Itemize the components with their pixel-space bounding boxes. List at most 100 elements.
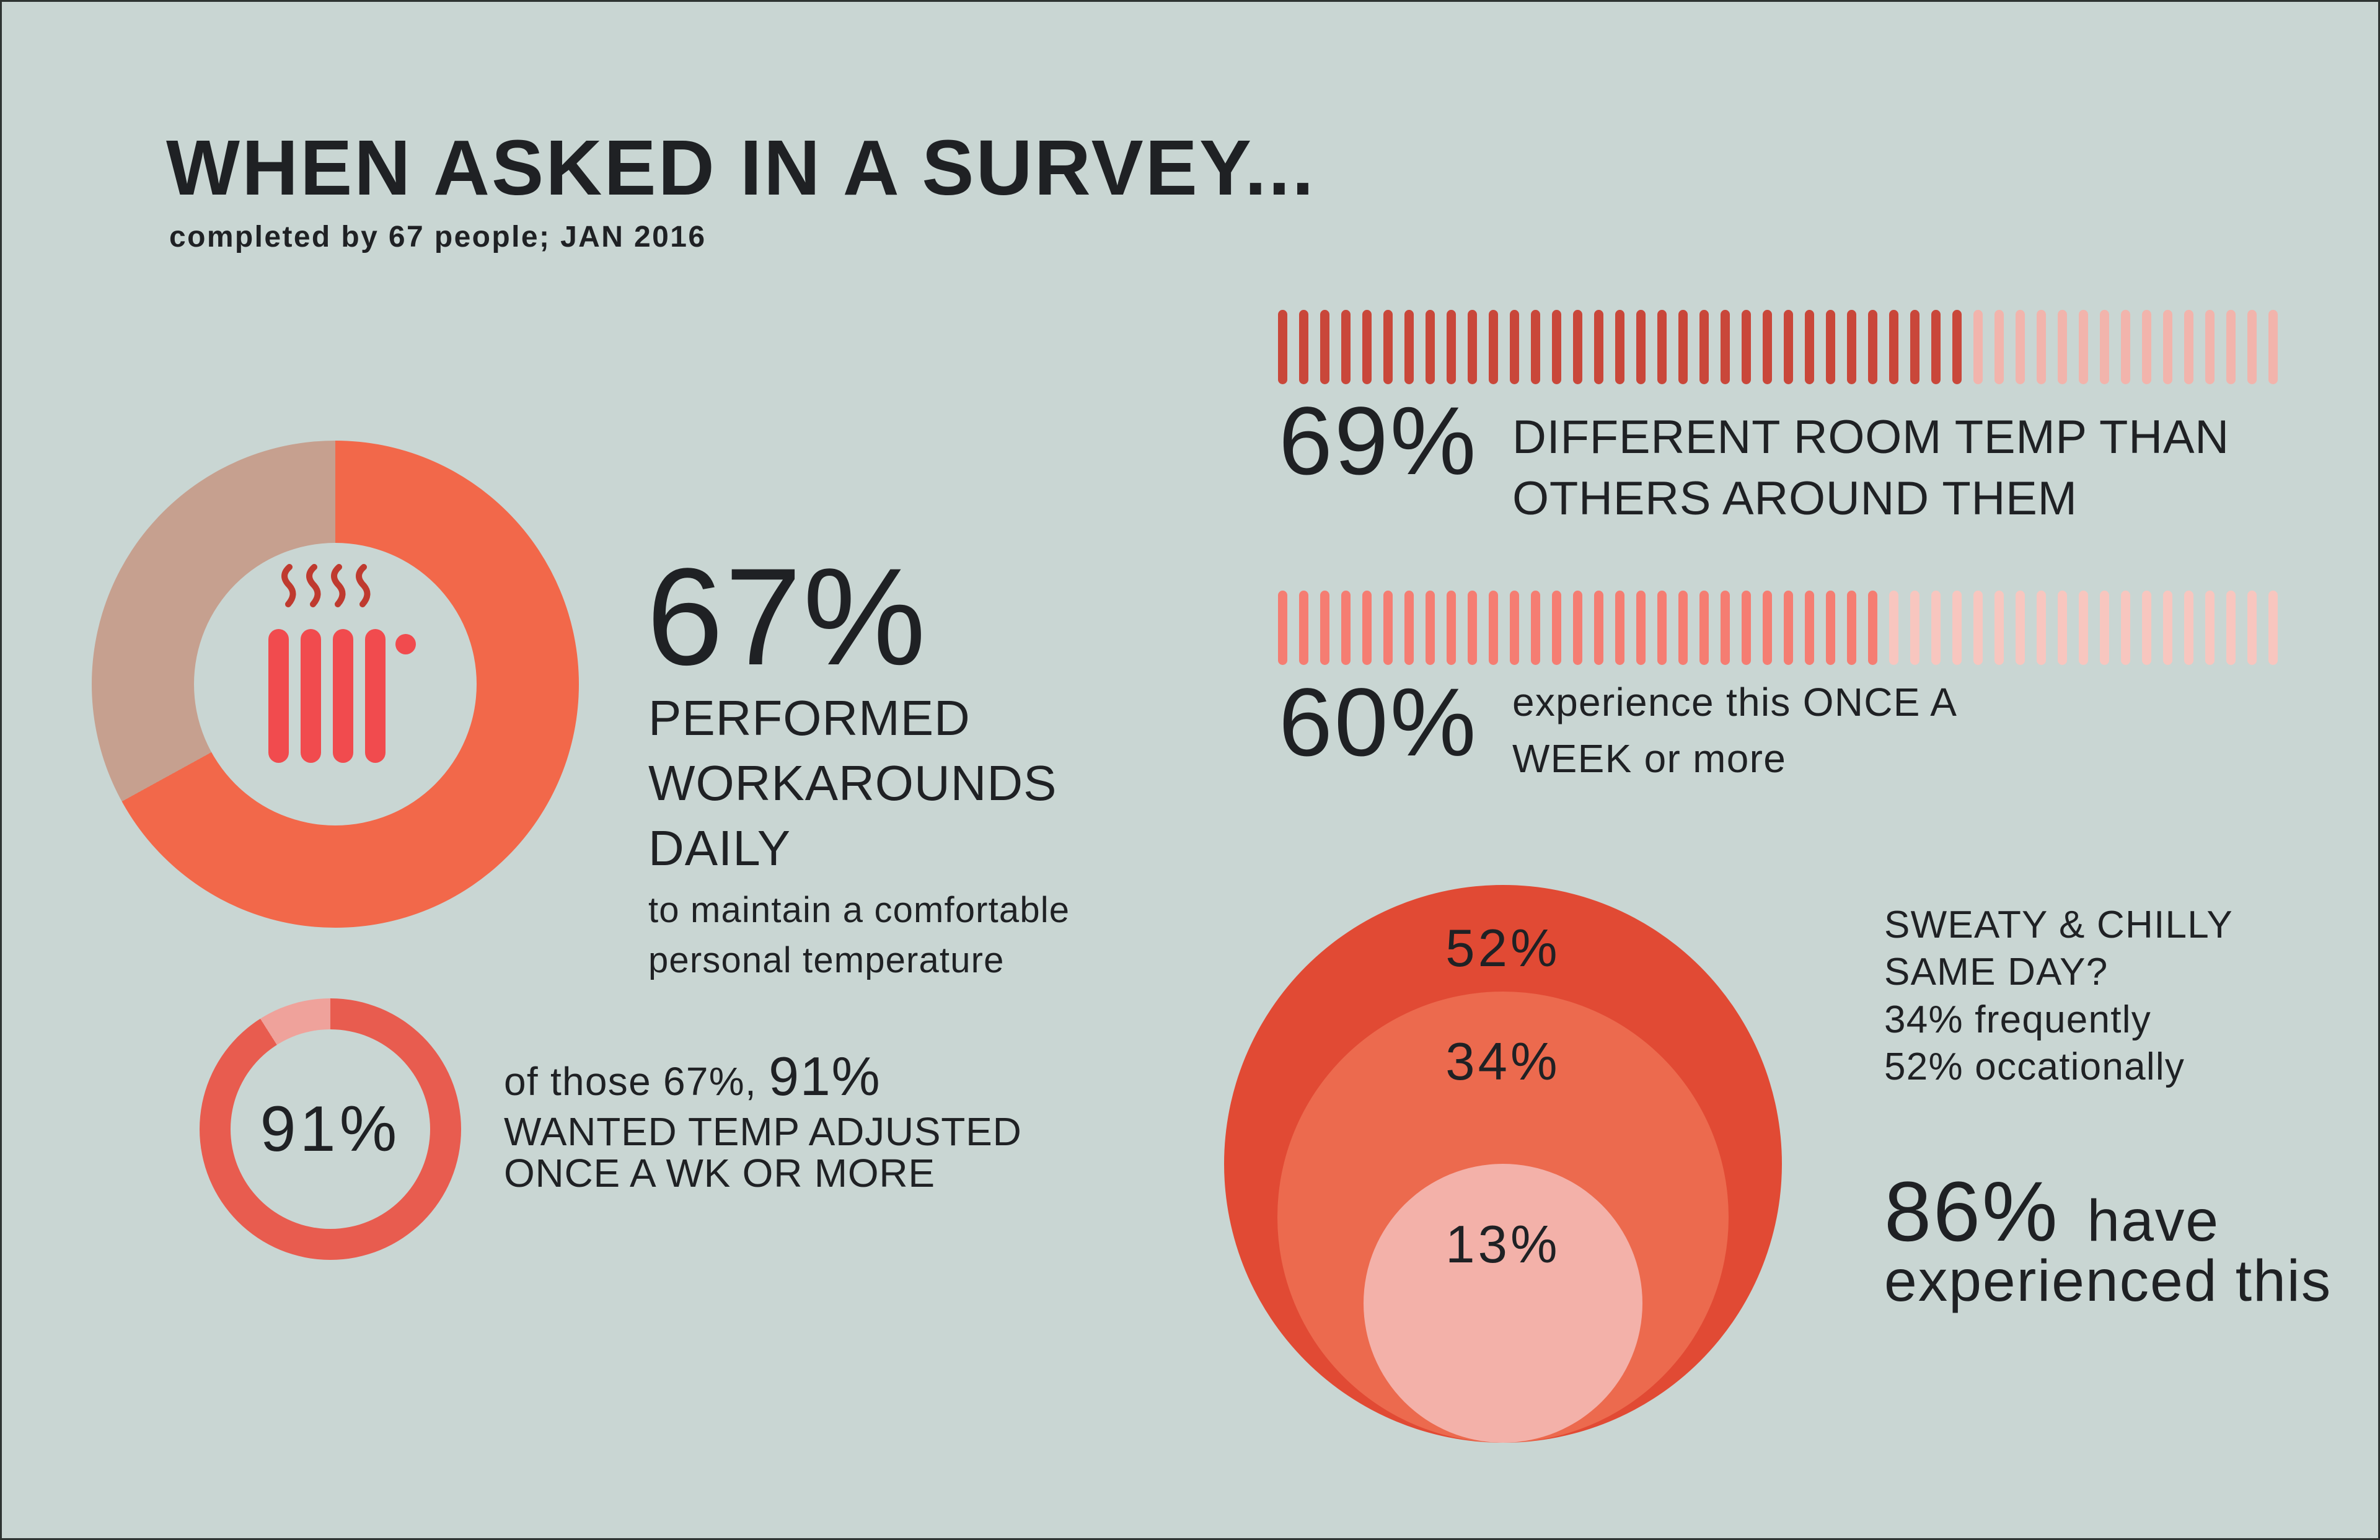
- stat-67-detail-line: personal temperature: [648, 940, 1005, 981]
- tally-tick: [1952, 310, 1962, 384]
- tally-tick: [2184, 310, 2193, 384]
- tally-tick: [1594, 591, 1603, 665]
- sweaty-chilly-line: SWEATY & CHILLY: [1884, 904, 2233, 946]
- tally-tick: [1489, 591, 1498, 665]
- stat-67-caption-line: PERFORMED: [648, 690, 971, 746]
- tally-tick: [2121, 591, 2130, 665]
- stat-86-lead: 86% have: [1884, 1169, 2219, 1254]
- tally-tick: [2016, 310, 2025, 384]
- tally-tick: [1763, 310, 1772, 384]
- tally-tick: [1447, 591, 1456, 665]
- tally-tick: [1341, 310, 1351, 384]
- tally-tick: [1826, 310, 1835, 384]
- tally-tick: [1573, 591, 1582, 665]
- stat-91-caption-line: WANTED TEMP ADJUSTED: [504, 1109, 1022, 1154]
- tally-tick: [2121, 310, 2130, 384]
- stat-69-number: 69%: [1279, 387, 1478, 495]
- stat-86-number: 86%: [1884, 1164, 2060, 1259]
- tally-tick: [1721, 591, 1730, 665]
- tally-tick: [1489, 310, 1498, 384]
- tally-tick: [2268, 591, 2278, 665]
- stat-69-caption: DIFFERENT ROOM TEMP THAN OTHERS AROUND T…: [1512, 407, 2229, 530]
- heat-wave-icon: [281, 564, 296, 607]
- sweaty-chilly-caption: SWEATY & CHILLY SAME DAY? 34% frequently…: [1884, 902, 2233, 1091]
- donut-91-hole: 91%: [231, 1029, 430, 1229]
- tally-tick: [1299, 591, 1308, 665]
- tally-tick: [1426, 310, 1435, 384]
- stat-67-number: 67%: [646, 540, 928, 694]
- tally-tick: [1552, 591, 1561, 665]
- tally-tick: [2142, 591, 2151, 665]
- stat-60-number: 60%: [1279, 669, 1478, 777]
- nested-circle-label: 13%: [1445, 1215, 1561, 1274]
- tally-tick: [1678, 310, 1688, 384]
- tally-tick: [1973, 310, 1983, 384]
- tally-tick: [2079, 591, 2088, 665]
- radiator-bar: [333, 629, 353, 763]
- tally-tick: [2226, 591, 2236, 665]
- tally-tick: [2184, 591, 2193, 665]
- tally-tick: [2100, 310, 2109, 384]
- tally-tick: [1657, 591, 1667, 665]
- tally-tick: [1868, 591, 1877, 665]
- tally-tick: [1973, 591, 1983, 665]
- tally-tick: [1299, 310, 1308, 384]
- tally-tick: [1699, 310, 1709, 384]
- stat-69-caption-line: DIFFERENT ROOM TEMP THAN: [1512, 411, 2229, 464]
- stat-86-line2: experienced this: [1884, 1248, 2332, 1314]
- tally-tick: [1636, 591, 1646, 665]
- tally-tick: [1826, 591, 1835, 665]
- stat-67-caption-line: DAILY: [648, 820, 791, 876]
- tally-tick: [1278, 310, 1287, 384]
- tally-tick: [2205, 591, 2215, 665]
- tally-tick: [1784, 310, 1793, 384]
- tally-tick: [1721, 310, 1730, 384]
- heat-wave-icon: [331, 564, 346, 607]
- tally-tick: [2163, 310, 2172, 384]
- tally-tick: [1383, 591, 1393, 665]
- tally-tick: [1531, 310, 1540, 384]
- sweaty-chilly-line: 34% frequently: [1884, 998, 2151, 1041]
- tally-tick: [1531, 591, 1540, 665]
- stat-67-detail-line: to maintain a comfortable: [648, 890, 1070, 930]
- tally-tick: [1763, 591, 1772, 665]
- radiator-bar: [268, 629, 289, 763]
- tally-tick: [1341, 591, 1351, 665]
- stat-67-caption-line: WORKAROUNDS: [648, 755, 1057, 811]
- tally-tick: [1742, 310, 1751, 384]
- tally-tick: [1362, 310, 1372, 384]
- stat-91-lead-number: 91%: [769, 1045, 881, 1107]
- tally-tick: [2142, 310, 2151, 384]
- tally-tick: [2247, 591, 2257, 665]
- tally-tick: [1910, 310, 1919, 384]
- tally-tick: [2226, 310, 2236, 384]
- tally-tick: [1678, 591, 1688, 665]
- tally-tick: [1636, 310, 1646, 384]
- page-subtitle: completed by 67 people; JAN 2016: [169, 221, 707, 253]
- tally-tick: [1742, 591, 1751, 665]
- tally-tick: [2058, 310, 2067, 384]
- tally-tick: [2037, 310, 2046, 384]
- tally-tick: [2205, 310, 2215, 384]
- donut-91-center-label: 91%: [260, 1093, 401, 1165]
- tally-tick: [2037, 591, 2046, 665]
- nested-circle-13: [1364, 1164, 1642, 1443]
- stat-67-caption: PERFORMED WORKAROUNDS DAILY: [648, 686, 1057, 881]
- tally-tick: [1447, 310, 1456, 384]
- tally-tick: [1994, 310, 2004, 384]
- tally-tick: [1615, 310, 1624, 384]
- stat-91-caption-line: ONCE A WK OR MORE: [504, 1151, 935, 1196]
- tally-tick: [2268, 310, 2278, 384]
- tally-tick: [1594, 310, 1603, 384]
- tally-tick: [1426, 591, 1435, 665]
- tally-tick: [1278, 591, 1287, 665]
- tally-row-60: [1278, 591, 2290, 665]
- tally-tick: [1952, 591, 1962, 665]
- tally-tick: [1510, 591, 1519, 665]
- tally-tick: [1404, 591, 1414, 665]
- tally-tick: [2100, 591, 2109, 665]
- tally-tick: [1889, 310, 1898, 384]
- tally-tick: [2058, 591, 2067, 665]
- page-title: WHEN ASKED IN A SURVEY...: [166, 124, 1316, 211]
